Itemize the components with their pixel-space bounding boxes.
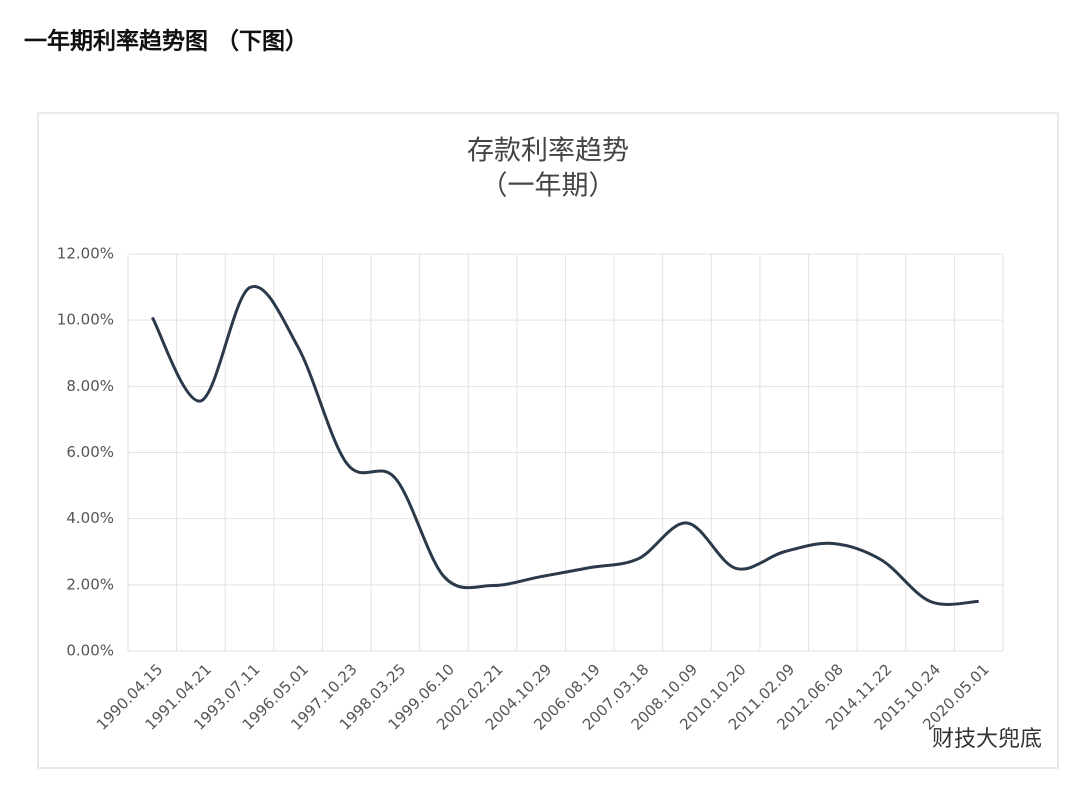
y-tick-label: 2.00% [66,575,114,593]
heading: 一年期利率趋势图 （下图） [24,28,308,55]
y-tick-label: 12.00% [57,245,114,263]
y-tick-label: 6.00% [66,443,114,461]
chart-frame [37,112,1059,769]
y-tick-label: 4.00% [66,509,114,527]
y-tick-label: 8.00% [66,377,114,395]
chart-title: 存款利率趋势 [467,136,629,167]
line-series [150,284,979,606]
watermark: 财技大兜底 [932,727,1042,752]
y-tick-label: 10.00% [57,311,114,329]
chart-subtitle: （一年期） [481,171,616,202]
y-tick-label: 0.00% [66,642,114,660]
